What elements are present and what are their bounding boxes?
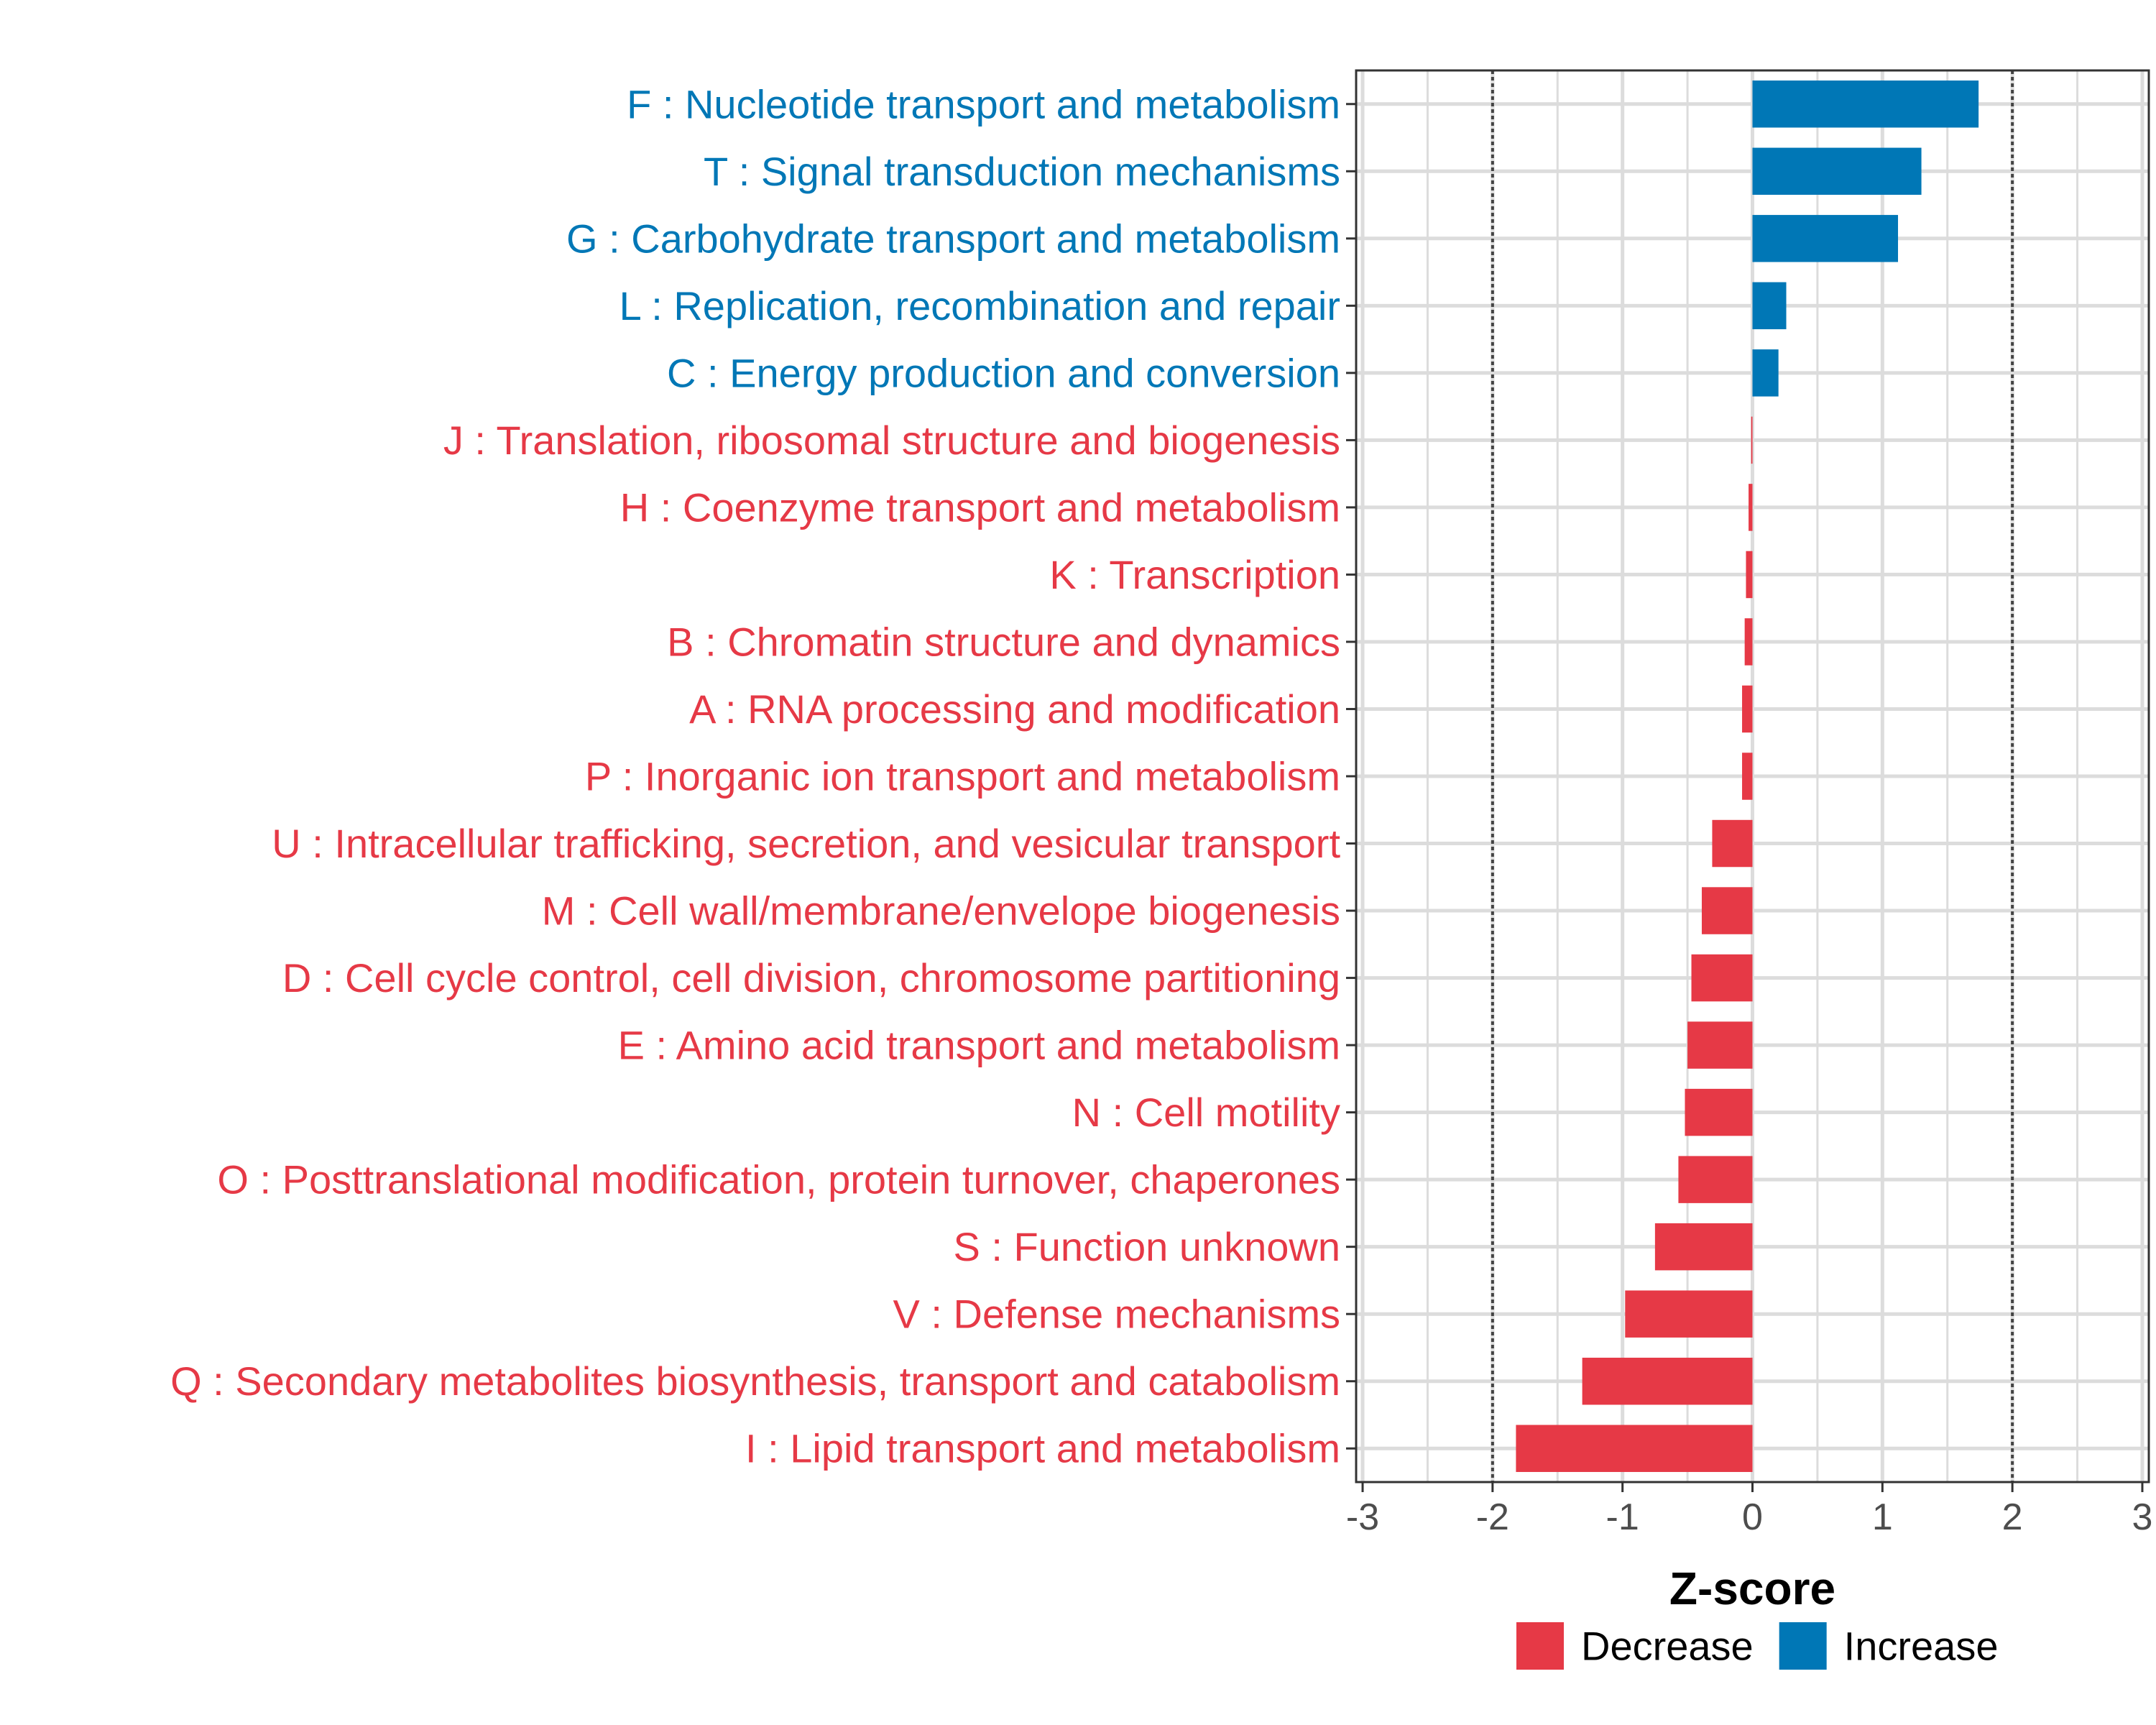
category-label: C : Energy production and conversion [667, 350, 1340, 395]
bar [1752, 215, 1899, 262]
category-label: F : Nucleotide transport and metabolism [627, 81, 1340, 126]
legend: Decrease Increase [1516, 1622, 1998, 1670]
category-label: N : Cell motility [1072, 1090, 1340, 1135]
bar [1746, 551, 1753, 599]
bar [1752, 80, 1979, 128]
category-label: O : Posttranslational modification, prot… [217, 1157, 1340, 1202]
x-tick-label: -1 [1606, 1496, 1639, 1538]
bar [1712, 819, 1753, 868]
x-tick-label: 1 [1872, 1496, 1893, 1538]
bar [1744, 618, 1753, 666]
category-label: A : RNA processing and modification [689, 686, 1340, 732]
bar [1752, 349, 1779, 397]
bar [1742, 685, 1753, 733]
category-label: Q : Secondary metabolites biosynthesis, … [170, 1358, 1340, 1404]
legend-swatch [1516, 1622, 1564, 1670]
bars [1516, 80, 1979, 1472]
bar [1752, 282, 1787, 330]
y-axis-ticks [1346, 103, 1356, 1450]
bar [1749, 484, 1753, 531]
bar [1691, 954, 1753, 1002]
legend-label: Increase [1844, 1624, 1999, 1669]
x-tick-labels: -3 -2 -1 0 1 2 3 [1346, 1496, 2153, 1538]
legend-label: Decrease [1581, 1624, 1754, 1669]
bar [1687, 1021, 1753, 1069]
x-tick-label: -3 [1346, 1496, 1379, 1538]
category-label: U : Intracellular trafficking, secretion… [272, 821, 1340, 866]
category-label: D : Cell cycle control, cell division, c… [282, 955, 1340, 1000]
x-axis-title: Z-score [1669, 1563, 1835, 1614]
x-tick-label: -2 [1476, 1496, 1509, 1538]
x-axis-ticks [1361, 1482, 2144, 1492]
category-label: S : Function unknown [953, 1224, 1340, 1269]
category-labels: F : Nucleotide transport and metabolism T… [170, 81, 1340, 1471]
category-label: M : Cell wall/membrane/envelope biogenes… [542, 888, 1340, 934]
category-label: T : Signal transduction mechanisms [704, 149, 1340, 194]
category-label: P : Inorganic ion transport and metaboli… [585, 754, 1340, 799]
bar [1678, 1156, 1753, 1203]
bar [1742, 753, 1753, 800]
category-label: G : Carbohydrate transport and metabolis… [566, 216, 1340, 261]
reference-lines [1491, 70, 2014, 1482]
category-label: I : Lipid transport and metabolism [745, 1426, 1340, 1471]
bar [1625, 1290, 1753, 1338]
legend-swatch [1779, 1622, 1827, 1670]
category-label: L : Replication, recombination and repai… [619, 283, 1340, 328]
bar [1752, 147, 1922, 196]
category-label: K : Transcription [1049, 552, 1340, 597]
bar [1685, 1088, 1753, 1136]
x-tick-label: 0 [1742, 1496, 1763, 1538]
category-label: J : Translation, ribosomal structure and… [443, 418, 1340, 463]
category-label: H : Coenzyme transport and metabolism [620, 484, 1340, 530]
x-tick-label: 2 [2002, 1496, 2023, 1538]
category-label: V : Defense mechanisms [893, 1292, 1340, 1337]
bar [1654, 1223, 1753, 1271]
x-tick-label: 3 [2132, 1496, 2152, 1538]
category-label: B : Chromatin structure and dynamics [667, 619, 1340, 664]
bar [1582, 1357, 1753, 1405]
bar [1516, 1425, 1753, 1472]
category-label: E : Amino acid transport and metabolism [618, 1023, 1340, 1068]
bar [1751, 416, 1753, 464]
bar [1701, 887, 1753, 934]
